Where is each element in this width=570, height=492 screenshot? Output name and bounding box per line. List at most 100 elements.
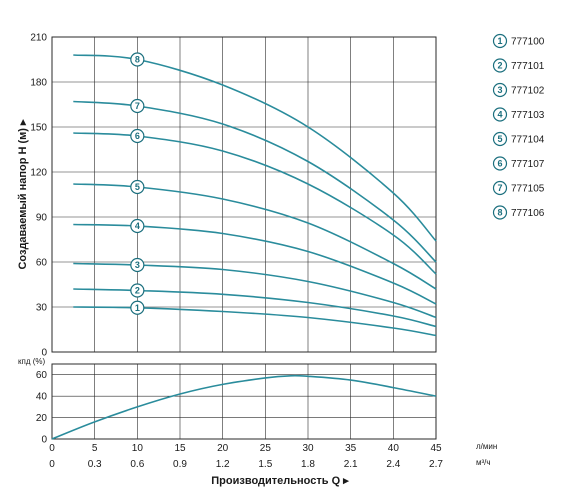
efficiency-curve — [51, 374, 437, 440]
flow-lmin-tick-label: 25 — [260, 443, 272, 454]
legend-marker-circle — [492, 58, 508, 73]
legend-marker-number: 8 — [497, 208, 502, 218]
flow-lmin-tick-label: 40 — [388, 443, 400, 454]
flow-m3h-tick-label: 0.6 — [130, 459, 144, 470]
efficiency-panel: 0 20 40 60 кпд (%) — [18, 357, 437, 446]
head-curve-6 — [73, 132, 437, 275]
flow-m3h-tick-label: 2.1 — [344, 459, 358, 470]
legend-marker-number: 4 — [497, 110, 502, 120]
efficiency-axis-title: кпд (%) — [18, 357, 46, 366]
legend-item-2: 2 777101 — [492, 58, 545, 73]
curve-marker-circle — [130, 300, 145, 315]
flow-m3h-tick-label: 0.9 — [173, 459, 187, 470]
curve-marker-circle — [130, 98, 145, 114]
head-tick-label: 60 — [36, 258, 48, 269]
legend-label: 777101 — [511, 61, 545, 72]
legend-item-6: 6 777107 — [492, 156, 545, 171]
legend-marker-number: 5 — [497, 134, 502, 144]
curve-marker-number: 8 — [135, 55, 140, 65]
flow-lmin-tick-label: 35 — [345, 443, 357, 454]
legend-label: 777103 — [511, 110, 545, 121]
curve-marker-number: 3 — [135, 260, 140, 270]
head-tick-label: 30 — [36, 303, 48, 314]
curve-marker-circle — [130, 128, 145, 144]
head-tick-label: 150 — [30, 123, 47, 134]
x-axis: 0 0 5 0.3 10 0.6 15 0.9 20 1.2 25 1.5 30 1.8 35 2.1 40 2.… — [49, 442, 497, 487]
flow-lmin-unit: л/мин — [476, 442, 497, 451]
flow-lmin-tick-label: 10 — [132, 443, 144, 454]
legend-marker-number: 1 — [497, 36, 502, 46]
efficiency-tick-label: 20 — [36, 413, 48, 424]
legend-marker-circle — [492, 82, 508, 98]
curve-marker-circle — [130, 218, 145, 234]
efficiency-tick-label: 40 — [36, 392, 48, 403]
flow-m3h-tick-label: 2.4 — [386, 459, 400, 470]
legend-item-1: 1 777100 — [492, 33, 545, 49]
x-axis-title: Производительность Q ▸ — [211, 475, 349, 487]
legend-marker-number: 6 — [497, 159, 502, 169]
curve-marker-7: 7 — [130, 98, 145, 114]
curve-marker-circle — [130, 257, 145, 273]
legend-marker-circle — [492, 107, 508, 122]
flow-lmin-tick-label: 20 — [217, 443, 229, 454]
plot-frame — [51, 363, 437, 440]
head-curve-8 — [73, 54, 437, 242]
legend-marker-circle — [492, 205, 508, 220]
flow-lmin-tick-label: 15 — [174, 443, 186, 454]
legend-item-4: 4 777103 — [492, 107, 545, 122]
flow-m3h-tick-label: 0.3 — [88, 459, 102, 470]
legend-marker-circle — [492, 180, 508, 196]
curve-marker-number: 5 — [135, 182, 140, 192]
curve-marker-5: 5 — [130, 179, 145, 195]
flow-lmin-tick-label: 5 — [92, 443, 98, 454]
head-curve-1 — [73, 306, 437, 337]
efficiency-tick-label: 60 — [36, 370, 48, 381]
head-panel: 0 30 60 90 120 150 180 210 1 2 3 4 5 6 7 8 Создаваемый н… — [17, 33, 437, 359]
flow-m3h-tick-label: 1.5 — [258, 459, 272, 470]
legend-item-7: 7 777105 — [492, 180, 545, 196]
legend-marker-circle — [492, 156, 508, 171]
legend-item-5: 5 777104 — [492, 131, 545, 147]
curve-marker-number: 4 — [135, 221, 140, 231]
plot-frame — [51, 36, 437, 353]
curve-marker-number: 2 — [135, 286, 140, 296]
head-tick-label: 180 — [30, 78, 47, 89]
head-tick-label: 0 — [41, 348, 47, 359]
curve-marker-2: 2 — [130, 283, 145, 298]
curve-marker-circle — [130, 52, 145, 67]
flow-m3h-tick-label: 1.2 — [216, 459, 230, 470]
legend-label: 777102 — [511, 86, 545, 97]
curve-marker-number: 7 — [135, 101, 140, 111]
head-tick-label: 120 — [30, 168, 47, 179]
curve-marker-6: 6 — [130, 128, 145, 144]
legend-marker-circle — [492, 33, 508, 49]
legend-marker-number: 7 — [497, 183, 502, 193]
legend-label: 777104 — [511, 135, 545, 146]
flow-m3h-tick-label: 0 — [49, 459, 55, 470]
flow-m3h-unit: м³/ч — [476, 458, 491, 467]
legend-item-3: 3 777102 — [492, 82, 545, 98]
legend-marker-number: 2 — [497, 61, 502, 71]
flow-lmin-tick-label: 45 — [430, 443, 442, 454]
legend-item-8: 8 777106 — [492, 205, 545, 220]
flow-lmin-tick-label: 30 — [302, 443, 314, 454]
legend-marker-number: 3 — [497, 85, 502, 95]
legend: 1 777100 2 777101 3 777102 4 777103 5 777104 6 7771… — [492, 33, 545, 220]
curve-marker-3: 3 — [130, 257, 145, 273]
curve-marker-1: 1 — [130, 300, 145, 315]
legend-marker-circle — [492, 131, 508, 147]
head-tick-label: 90 — [36, 213, 48, 224]
flow-m3h-tick-label: 1.8 — [301, 459, 315, 470]
efficiency-tick-label: 0 — [41, 435, 47, 446]
curve-marker-8: 8 — [130, 52, 145, 67]
curve-marker-4: 4 — [130, 218, 145, 234]
curve-marker-number: 6 — [135, 131, 140, 141]
curve-marker-number: 1 — [135, 303, 140, 313]
legend-label: 777100 — [511, 37, 545, 48]
flow-lmin-tick-label: 0 — [49, 443, 55, 454]
curve-marker-circle — [130, 283, 145, 298]
head-tick-label: 210 — [30, 33, 47, 44]
legend-label: 777105 — [511, 184, 545, 195]
legend-label: 777107 — [511, 159, 545, 170]
